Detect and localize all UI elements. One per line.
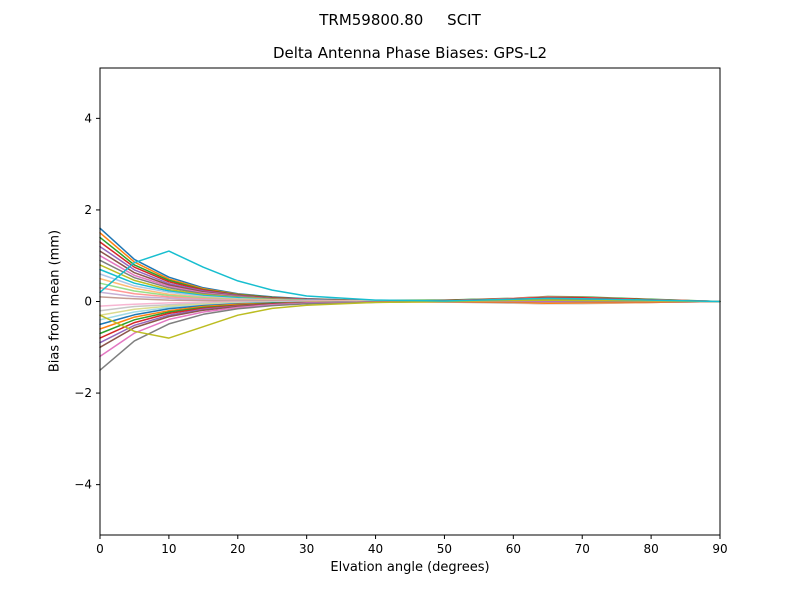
x-tick-label: 30 xyxy=(299,542,314,556)
x-tick-label: 50 xyxy=(437,542,452,556)
figure-suptitle: TRM59800.80 SCIT xyxy=(319,11,481,29)
x-tick-label: 90 xyxy=(712,542,727,556)
y-tick-label: 4 xyxy=(84,111,92,125)
y-tick-label: 2 xyxy=(84,203,92,217)
x-tick-label: 10 xyxy=(161,542,176,556)
plot-title: Delta Antenna Phase Biases: GPS-L2 xyxy=(272,44,548,62)
y-tick-label: −4 xyxy=(74,478,92,492)
series-line-curve-29 xyxy=(99,299,721,339)
x-tick-label: 80 xyxy=(643,542,658,556)
x-tick-label: 20 xyxy=(230,542,245,556)
y-tick-label: 0 xyxy=(84,295,92,309)
y-tick-label: −2 xyxy=(74,386,92,400)
x-tick-label: 70 xyxy=(575,542,590,556)
x-axis-label: Elvation angle (degrees) xyxy=(330,560,490,575)
x-tick-label: 60 xyxy=(506,542,521,556)
x-tick-label: 0 xyxy=(96,542,104,556)
series-line-curve-30 xyxy=(99,250,721,303)
x-tick-label: 40 xyxy=(368,542,383,556)
